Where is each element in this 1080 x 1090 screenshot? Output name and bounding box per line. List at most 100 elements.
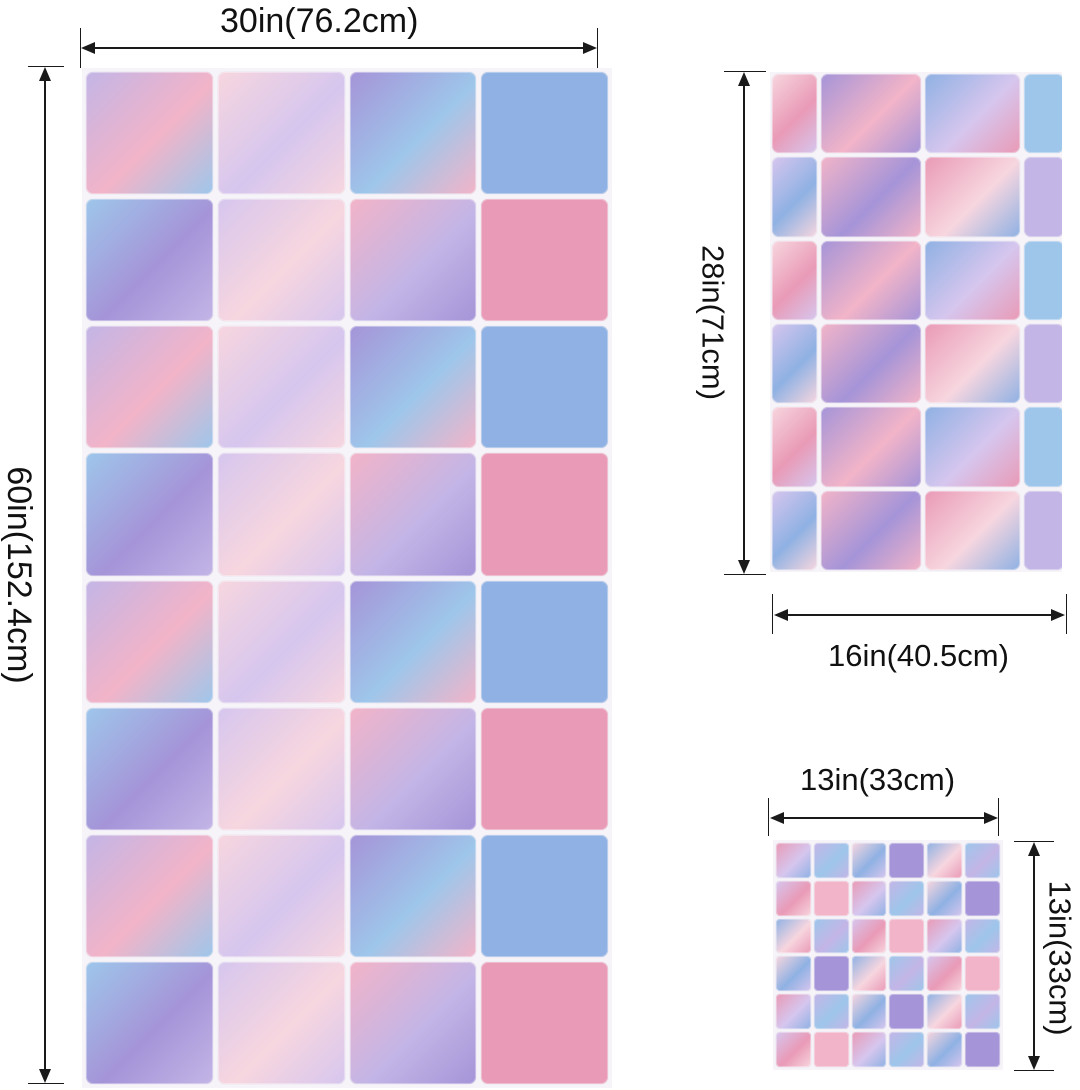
pattern-tile [889, 956, 925, 992]
pattern-tile [217, 707, 345, 830]
pattern-tile [772, 407, 817, 487]
pattern-tile [927, 956, 963, 992]
pattern-tile [481, 199, 608, 322]
pattern-tile [217, 72, 345, 195]
pattern-tile [481, 961, 608, 1084]
pattern-tile [925, 407, 1020, 487]
pattern-tile [217, 453, 345, 576]
pattern-tile [772, 490, 817, 570]
pattern-tile [772, 324, 817, 404]
pattern-tile [965, 1032, 1000, 1067]
pattern-tile [772, 157, 817, 237]
pattern-tile [821, 407, 921, 487]
washcloth [773, 840, 1003, 1070]
pattern-tile [813, 1032, 849, 1067]
pattern-tile [965, 994, 1000, 1030]
pattern-tile [349, 834, 477, 957]
pattern-tile [481, 580, 608, 703]
pattern-tile [86, 199, 213, 322]
pattern-tile [481, 834, 608, 957]
pattern-tile [481, 326, 608, 449]
pattern-tile [349, 326, 477, 449]
pattern-tile [821, 74, 921, 154]
pattern-tile [965, 880, 1000, 916]
pattern-tile [349, 199, 477, 322]
small-height-label: 13in(33cm) [1042, 880, 1078, 1036]
pattern-tile [1024, 74, 1062, 154]
pattern-tile [821, 240, 921, 320]
pattern-tile [86, 707, 213, 830]
pattern-tile [772, 240, 817, 320]
pattern-tile [481, 453, 608, 576]
pattern-tile [927, 994, 963, 1030]
pattern-tile [813, 843, 849, 878]
pattern-tile [925, 74, 1020, 154]
pattern-tile [851, 880, 887, 916]
pattern-tile [925, 324, 1020, 404]
pattern-tile [851, 843, 887, 878]
pattern-tile [813, 994, 849, 1030]
pattern-tile [851, 918, 887, 954]
pattern-tile [965, 956, 1000, 992]
pattern-tile [481, 707, 608, 830]
pattern-tile [813, 918, 849, 954]
pattern-tile [217, 199, 345, 322]
pattern-tile [349, 961, 477, 1084]
pattern-tile [1024, 324, 1062, 404]
pattern-tile [927, 918, 963, 954]
pattern-tile [889, 843, 925, 878]
pattern-tile [925, 240, 1020, 320]
hand-towel [770, 72, 1062, 572]
pattern-tile [349, 453, 477, 576]
pattern-tile [1024, 157, 1062, 237]
pattern-tile [925, 490, 1020, 570]
pattern-tile [925, 157, 1020, 237]
pattern-tile [927, 880, 963, 916]
pattern-tile [349, 707, 477, 830]
medium-width-label: 16in(40.5cm) [828, 638, 1009, 673]
pattern-tile [86, 580, 213, 703]
pattern-tile [86, 961, 213, 1084]
pattern-tile [86, 834, 213, 957]
pattern-tile [349, 72, 477, 195]
pattern-tile [889, 1032, 925, 1067]
pattern-tile [889, 880, 925, 916]
pattern-tile [776, 880, 811, 916]
pattern-tile [813, 880, 849, 916]
large-height-label: 60in(152.4cm) [0, 466, 38, 684]
pattern-tile [776, 1032, 811, 1067]
pattern-tile [1024, 407, 1062, 487]
pattern-tile [965, 918, 1000, 954]
pattern-tile [821, 157, 921, 237]
pattern-tile [927, 843, 963, 878]
pattern-tile [851, 1032, 887, 1067]
pattern-tile [217, 326, 345, 449]
pattern-tile [813, 956, 849, 992]
pattern-tile [217, 580, 345, 703]
pattern-tile [927, 1032, 963, 1067]
large-width-label: 30in(76.2cm) [220, 2, 419, 40]
pattern-tile [851, 994, 887, 1030]
pattern-tile [776, 994, 811, 1030]
pattern-tile [481, 72, 608, 195]
pattern-tile [851, 956, 887, 992]
pattern-tile [889, 994, 925, 1030]
pattern-tile [217, 834, 345, 957]
pattern-tile [821, 324, 921, 404]
small-width-label: 13in(33cm) [800, 762, 956, 797]
pattern-tile [772, 74, 817, 154]
pattern-tile [217, 961, 345, 1084]
pattern-tile [86, 72, 213, 195]
pattern-tile [776, 956, 811, 992]
pattern-tile [349, 580, 477, 703]
medium-height-label: 28in(71cm) [695, 244, 731, 401]
pattern-tile [1024, 490, 1062, 570]
pattern-tile [776, 918, 811, 954]
pattern-tile [86, 453, 213, 576]
pattern-tile [1024, 240, 1062, 320]
pattern-tile [86, 326, 213, 449]
pattern-tile [821, 490, 921, 570]
pattern-tile [889, 918, 925, 954]
pattern-tile [965, 843, 1000, 878]
pattern-tile [776, 843, 811, 878]
